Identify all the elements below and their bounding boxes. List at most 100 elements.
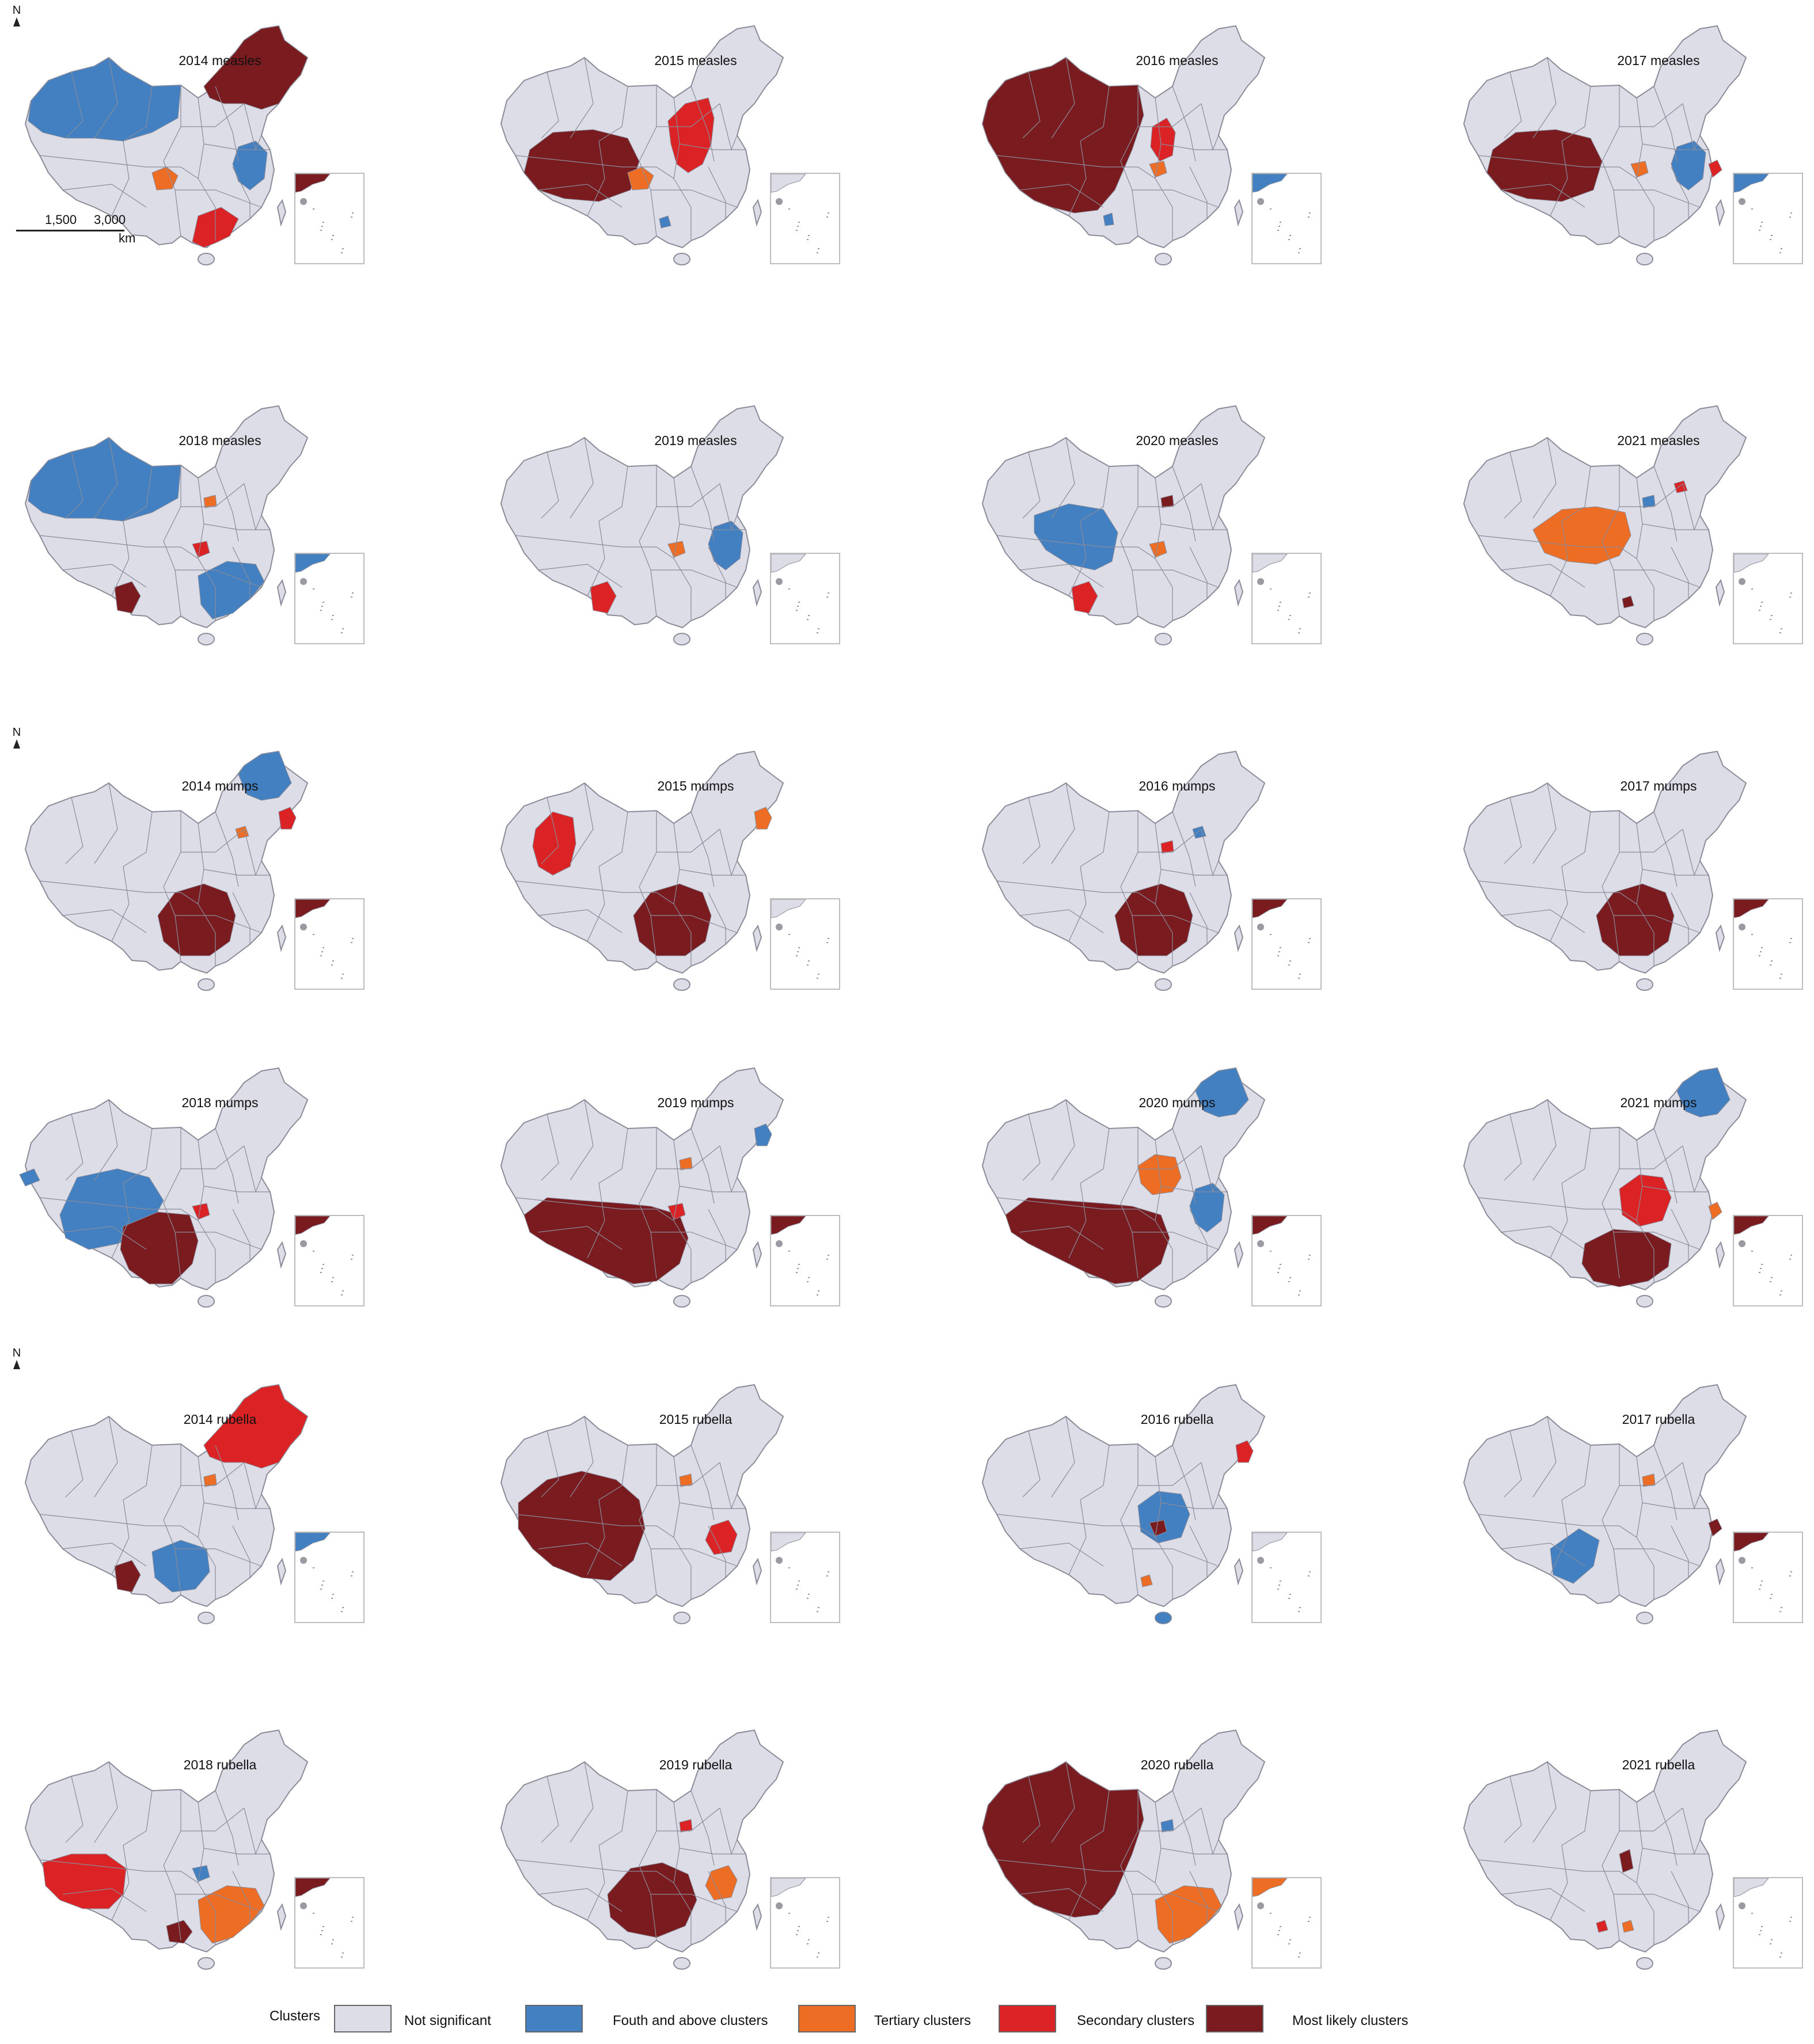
inset-island — [1270, 588, 1272, 590]
inset-island — [1308, 1259, 1310, 1260]
admin-borders — [996, 57, 1227, 241]
inset-island — [828, 1571, 829, 1572]
cluster-region-fourth — [1671, 140, 1706, 191]
inset-island — [351, 216, 352, 218]
inset-island — [807, 1281, 809, 1282]
inset-island — [1770, 1598, 1771, 1599]
inset-island — [1790, 1917, 1792, 1918]
inset-island — [1277, 230, 1279, 231]
cluster-region-secondary — [192, 1203, 210, 1220]
inset-island — [351, 942, 352, 943]
inset-island — [320, 230, 322, 231]
south-china-sea-inset — [770, 898, 840, 990]
inset-island — [321, 226, 323, 227]
admin-borders — [1478, 782, 1709, 966]
inset-island — [808, 1939, 810, 1940]
inset-island — [342, 1952, 344, 1954]
cluster-region-tertiary — [151, 166, 179, 191]
inset-island — [1790, 212, 1792, 214]
hainan-island — [1636, 253, 1654, 265]
inset-hainan — [300, 1902, 307, 1909]
inset-island — [313, 588, 314, 590]
inset-island — [796, 1934, 798, 1935]
cluster-region-most — [1622, 595, 1634, 609]
inset-coast — [1734, 1216, 1769, 1235]
taiwan-island — [276, 579, 287, 607]
inset-island — [352, 938, 354, 939]
inset-island — [1308, 597, 1310, 598]
inset-island — [331, 619, 333, 620]
inset-island — [341, 1611, 343, 1612]
admin-borders — [1478, 1416, 1709, 1600]
inset-island — [1299, 248, 1301, 249]
south-china-sea-inset — [1251, 1877, 1322, 1969]
cluster-region-tertiary — [705, 1865, 738, 1901]
inset-island — [1770, 1281, 1771, 1282]
cluster-region-most — [982, 1761, 1144, 1918]
inset-island — [1790, 938, 1792, 939]
inset-island — [352, 212, 354, 214]
hainan-island — [673, 253, 691, 265]
admin-borders — [39, 1416, 270, 1600]
inset-coast — [771, 1216, 806, 1235]
legend-swatch — [1206, 2005, 1263, 2032]
inset-island — [818, 628, 819, 629]
inset-coast — [1253, 554, 1288, 573]
china-outline — [24, 1729, 309, 1953]
inset-coast — [1734, 554, 1769, 573]
inset-island — [1270, 1913, 1272, 1914]
inset-island — [1280, 1264, 1281, 1265]
inset-island — [322, 222, 324, 223]
taiwan-island — [1234, 1557, 1244, 1586]
map-panel: 2014 rubella — [8, 1376, 377, 1641]
map-panel: 2018 mumps — [8, 1059, 377, 1324]
inset-island — [828, 1255, 829, 1256]
inset-island — [332, 615, 334, 616]
cluster-region-fourth — [192, 1865, 210, 1882]
inset-island — [796, 955, 798, 956]
taiwan-island — [752, 1241, 762, 1269]
map-panel: 2019 measles — [484, 397, 852, 662]
inset-island — [313, 1251, 314, 1252]
inset-island — [1278, 1268, 1280, 1269]
cluster-region-secondary — [192, 541, 210, 558]
inset-island — [1751, 1567, 1753, 1568]
inset-island — [321, 1585, 323, 1586]
inset-island — [1277, 610, 1279, 611]
cluster-region-secondary — [1619, 1174, 1672, 1227]
cluster-region-tertiary — [1149, 541, 1167, 558]
china-map — [981, 1384, 1266, 1624]
inset-island — [1759, 1589, 1760, 1590]
inset-island — [1278, 1930, 1280, 1931]
inset-island — [351, 1921, 352, 1922]
inset-island — [313, 934, 314, 935]
inset-island — [1299, 1607, 1301, 1608]
inset-island — [1779, 978, 1781, 979]
inset-island — [1759, 230, 1760, 231]
inset-island — [352, 1571, 354, 1572]
inset-island — [1288, 619, 1290, 620]
inset-island — [1751, 588, 1753, 590]
south-china-sea-inset — [1733, 1215, 1803, 1306]
inset-island — [788, 588, 790, 590]
inset-island — [1308, 216, 1310, 218]
inset-coast — [1253, 899, 1288, 918]
inset-island — [1277, 1934, 1279, 1935]
cluster-region-most — [114, 1560, 141, 1593]
cluster-region-secondary — [1235, 1440, 1254, 1463]
inset-island — [1309, 1255, 1311, 1256]
north-label: N — [12, 4, 21, 17]
hainan-island — [1636, 1295, 1654, 1308]
inset-island — [1779, 1611, 1781, 1612]
taiwan-island — [1715, 1557, 1725, 1586]
inset-island — [1308, 942, 1310, 943]
inset-island — [1761, 1581, 1763, 1582]
inset-island — [342, 1607, 344, 1608]
south-china-sea-inset — [1733, 173, 1803, 264]
hainan-island — [1155, 253, 1172, 265]
inset-island — [351, 1259, 352, 1260]
china-map — [24, 1384, 309, 1624]
cluster-region-tertiary — [1622, 1920, 1634, 1933]
taiwan-island — [1234, 1241, 1244, 1269]
inset-island — [1779, 632, 1781, 633]
